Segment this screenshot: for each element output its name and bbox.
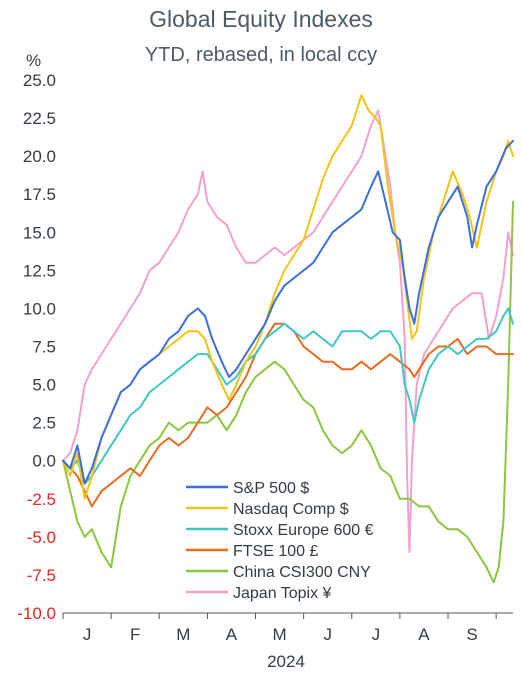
- chart-subtitle: YTD, rebased, in local ccy: [144, 44, 378, 66]
- x-tick-label: S: [466, 625, 477, 644]
- x-tick-label: J: [372, 625, 381, 644]
- y-tick-label: 15.0: [23, 223, 56, 242]
- y-tick-label: 5.0: [32, 376, 56, 395]
- y-tick-label: 7.5: [32, 338, 56, 357]
- y-tick-label: 0.0: [32, 452, 56, 471]
- x-tick-label: M: [272, 625, 286, 644]
- x-tick-label: A: [418, 625, 430, 644]
- y-tick-label: -2.5: [27, 490, 56, 509]
- x-tick-label: F: [130, 625, 140, 644]
- legend-label: FTSE 100 £: [233, 543, 318, 560]
- legend-label: China CSI300 CNY: [233, 564, 371, 581]
- x-tick-label: A: [226, 625, 238, 644]
- y-tick-label: 20.0: [23, 147, 56, 166]
- y-tick-label: 10.0: [23, 299, 56, 318]
- y-tick-label: 12.5: [23, 261, 56, 280]
- y-axis-label: %: [26, 51, 41, 70]
- y-tick-label: -10.0: [17, 604, 56, 623]
- series-line: [62, 139, 514, 485]
- legend-label: Nasdaq Comp $: [233, 501, 349, 518]
- chart-title: Global Equity Indexes: [149, 6, 373, 32]
- series-line: [62, 109, 514, 554]
- y-tick-label: -7.5: [27, 566, 56, 585]
- legend-label: Stoxx Europe 600 €: [233, 522, 374, 539]
- series-line: [62, 94, 514, 500]
- legend-label: S&P 500 $: [233, 480, 309, 497]
- series-line: [62, 307, 514, 485]
- x-axis-label: 2024: [267, 652, 305, 671]
- y-tick-label: 22.5: [23, 109, 56, 128]
- y-tick-label: 17.5: [23, 185, 56, 204]
- x-tick-label: M: [176, 625, 190, 644]
- y-tick-label: -5.0: [27, 528, 56, 547]
- y-tick-label: 2.5: [32, 414, 56, 433]
- x-tick-label: J: [323, 625, 332, 644]
- legend-label: Japan Topix ¥: [233, 585, 332, 602]
- y-tick-label: 25.0: [23, 71, 56, 90]
- x-tick-label: J: [83, 625, 92, 644]
